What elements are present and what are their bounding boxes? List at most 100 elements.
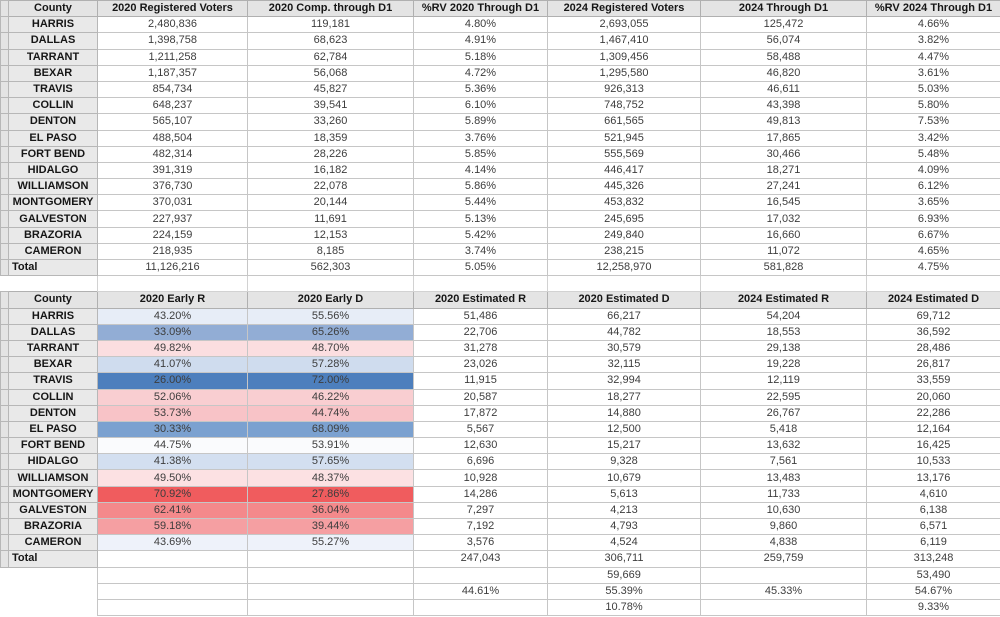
value-cell[interactable]: 4,213 (547, 501, 701, 520)
early-r-pct-cell[interactable]: 43.69% (97, 534, 248, 552)
total-value-cell[interactable]: 259,759 (700, 550, 867, 568)
empty-cell[interactable] (8, 599, 98, 616)
value-cell[interactable]: 1,211,258 (97, 48, 248, 66)
value-cell[interactable]: 218,935 (97, 242, 248, 261)
county-cell[interactable]: TRAVIS (8, 372, 98, 390)
value-cell[interactable]: 6.10% (413, 97, 548, 115)
value-cell[interactable]: 66,217 (547, 307, 701, 325)
early-r-pct-cell[interactable]: 70.92% (97, 485, 248, 503)
county-column-header[interactable]: County (8, 291, 98, 309)
gutter-cell[interactable] (0, 372, 9, 390)
value-cell[interactable]: 3.61% (866, 64, 1000, 82)
gutter-cell[interactable] (0, 420, 9, 439)
value-cell[interactable]: 5,613 (547, 485, 701, 503)
value-cell[interactable]: 3.76% (413, 129, 548, 147)
value-cell[interactable]: 33,559 (866, 372, 1000, 390)
empty-cell[interactable] (247, 275, 414, 293)
county-cell[interactable]: HIDALGO (8, 161, 98, 180)
summary-value-cell[interactable]: 59,669 (547, 566, 701, 584)
value-cell[interactable]: 4,610 (866, 485, 1000, 503)
value-cell[interactable]: 4.72% (413, 64, 548, 82)
gutter-cell[interactable] (0, 97, 9, 115)
value-cell[interactable]: 6.67% (866, 226, 1000, 244)
value-cell[interactable]: 16,182 (247, 161, 414, 180)
county-cell[interactable]: COLLIN (8, 97, 98, 115)
value-cell[interactable]: 3.65% (866, 194, 1000, 212)
value-cell[interactable]: 20,587 (413, 388, 548, 406)
empty-cell[interactable] (8, 275, 98, 292)
value-cell[interactable]: 58,488 (700, 48, 867, 66)
summary-value-cell[interactable]: 9.33% (866, 598, 1000, 617)
total-value-cell[interactable]: 11,126,216 (97, 258, 248, 277)
value-cell[interactable]: 30,579 (547, 339, 701, 358)
column-header[interactable]: 2020 Estimated D (547, 291, 701, 309)
column-header[interactable]: %RV 2020 Through D1 (413, 0, 548, 18)
county-cell[interactable]: CAMERON (8, 534, 98, 552)
county-cell[interactable]: TARRANT (8, 339, 98, 358)
value-cell[interactable]: 11,691 (247, 210, 414, 228)
value-cell[interactable]: 17,032 (700, 210, 867, 228)
gutter-cell[interactable] (0, 80, 9, 99)
column-header[interactable]: 2020 Comp. through D1 (247, 0, 414, 18)
value-cell[interactable]: 28,226 (247, 145, 414, 163)
value-cell[interactable]: 3.42% (866, 129, 1000, 147)
early-r-pct-cell[interactable]: 43.20% (97, 307, 248, 325)
value-cell[interactable]: 4.66% (866, 16, 1000, 34)
early-r-pct-cell[interactable]: 59.18% (97, 517, 248, 536)
value-cell[interactable]: 30,466 (700, 145, 867, 163)
value-cell[interactable]: 4,793 (547, 517, 701, 536)
value-cell[interactable]: 54,204 (700, 307, 867, 325)
value-cell[interactable]: 13,176 (866, 469, 1000, 487)
gutter-cell[interactable] (0, 129, 9, 147)
value-cell[interactable]: 16,660 (700, 226, 867, 244)
value-cell[interactable]: 6,696 (413, 453, 548, 471)
early-r-pct-cell[interactable]: 62.41% (97, 501, 248, 520)
county-cell[interactable]: GALVESTON (8, 501, 98, 520)
summary-value-cell[interactable]: 45.33% (700, 582, 867, 600)
gutter-cell[interactable] (0, 453, 9, 471)
value-cell[interactable]: 13,632 (700, 437, 867, 455)
value-cell[interactable]: 4.09% (866, 161, 1000, 180)
value-cell[interactable]: 5.36% (413, 80, 548, 99)
summary-value-cell[interactable] (247, 566, 414, 584)
value-cell[interactable]: 7,561 (700, 453, 867, 471)
gutter-cell[interactable] (0, 145, 9, 163)
early-d-pct-cell[interactable]: 44.74% (247, 404, 414, 422)
value-cell[interactable]: 17,865 (700, 129, 867, 147)
gutter-cell[interactable] (0, 64, 9, 82)
total-value-cell[interactable]: 5.05% (413, 258, 548, 277)
value-cell[interactable]: 5.80% (866, 97, 1000, 115)
value-cell[interactable]: 125,472 (700, 16, 867, 34)
value-cell[interactable]: 488,504 (97, 129, 248, 147)
county-cell[interactable]: FORT BEND (8, 145, 98, 163)
early-r-pct-cell[interactable]: 49.82% (97, 339, 248, 358)
value-cell[interactable]: 11,072 (700, 242, 867, 261)
value-cell[interactable]: 555,569 (547, 145, 701, 163)
value-cell[interactable]: 245,695 (547, 210, 701, 228)
value-cell[interactable]: 17,872 (413, 404, 548, 422)
county-column-header[interactable]: County (8, 0, 98, 18)
value-cell[interactable]: 5.13% (413, 210, 548, 228)
gutter-cell[interactable] (0, 517, 9, 536)
early-r-pct-cell[interactable]: 30.33% (97, 420, 248, 439)
summary-value-cell[interactable]: 55.39% (547, 582, 701, 600)
value-cell[interactable]: 1,187,357 (97, 64, 248, 82)
summary-value-cell[interactable] (247, 582, 414, 600)
value-cell[interactable]: 14,880 (547, 404, 701, 422)
value-cell[interactable]: 3.74% (413, 242, 548, 261)
value-cell[interactable]: 446,417 (547, 161, 701, 180)
value-cell[interactable]: 2,693,055 (547, 16, 701, 34)
value-cell[interactable]: 12,500 (547, 420, 701, 439)
value-cell[interactable]: 10,533 (866, 453, 1000, 471)
county-cell[interactable]: MONTGOMERY (8, 485, 98, 503)
value-cell[interactable]: 8,185 (247, 242, 414, 261)
value-cell[interactable]: 224,159 (97, 226, 248, 244)
early-d-pct-cell[interactable]: 39.44% (247, 517, 414, 536)
value-cell[interactable]: 5.42% (413, 226, 548, 244)
empty-cell[interactable] (866, 275, 1000, 293)
county-cell[interactable]: DENTON (8, 113, 98, 131)
value-cell[interactable]: 854,734 (97, 80, 248, 99)
value-cell[interactable]: 36,592 (866, 323, 1000, 341)
value-cell[interactable]: 4,524 (547, 534, 701, 552)
value-cell[interactable]: 26,767 (700, 404, 867, 422)
